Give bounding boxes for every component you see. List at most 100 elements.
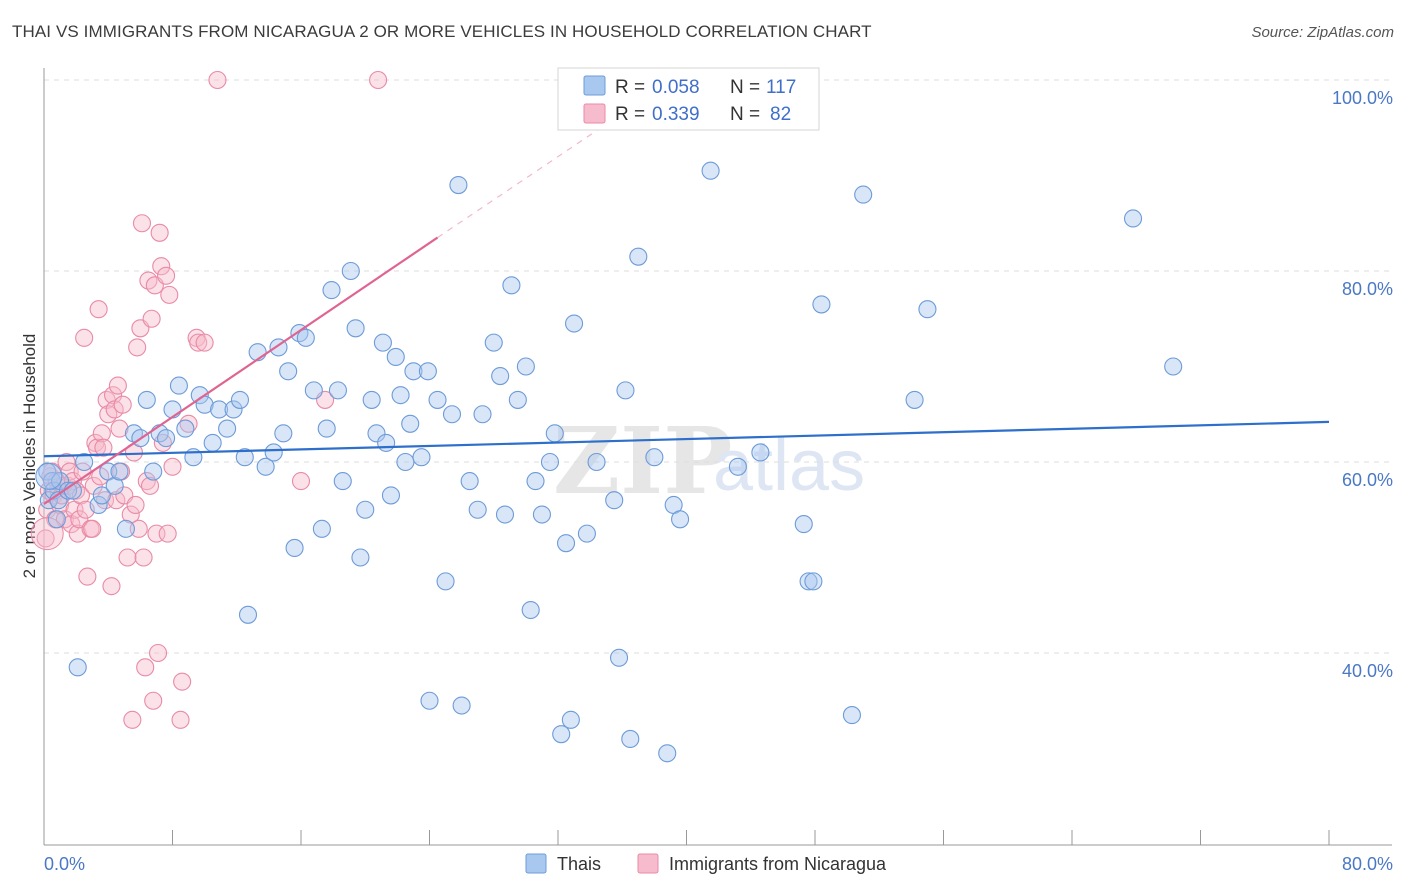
thais-point xyxy=(224,400,243,419)
nicaragua-point xyxy=(163,457,182,476)
thais-point xyxy=(304,381,323,400)
nicaragua-point xyxy=(208,70,227,90)
nicaragua-point xyxy=(89,300,108,319)
nicaragua-point xyxy=(173,672,192,691)
thais-point xyxy=(605,491,624,510)
thais-point xyxy=(420,691,439,710)
nicaragua-point xyxy=(140,476,160,495)
thais-point xyxy=(609,648,629,667)
thais-point xyxy=(1123,209,1143,228)
thais-point xyxy=(105,476,124,495)
thais-point xyxy=(468,500,487,519)
thais-point xyxy=(312,519,331,538)
thais-point xyxy=(264,443,283,462)
nicaragua-point xyxy=(157,266,176,285)
thais-point xyxy=(442,405,462,424)
nicaragua-point xyxy=(121,505,140,524)
thais-point xyxy=(629,247,648,266)
legend-swatch-nicaragua xyxy=(583,103,606,124)
thais-point xyxy=(218,419,237,438)
thais-point xyxy=(317,419,336,438)
thais-point xyxy=(658,744,677,763)
nicaragua-point xyxy=(158,524,177,543)
thais-point xyxy=(484,333,503,352)
thais-point xyxy=(322,281,341,300)
bottom-legend: Thais Immigrants from Nicaragua xyxy=(525,853,887,874)
thais-point xyxy=(89,495,108,515)
thais-point xyxy=(526,472,545,491)
thais-point xyxy=(373,333,392,352)
thais-point xyxy=(328,381,347,400)
thais-point xyxy=(341,261,360,281)
thais-point xyxy=(804,572,823,591)
thais-point xyxy=(587,452,606,472)
y-tick-labels: 40.0% 60.0% 80.0% 100.0% xyxy=(1332,88,1393,681)
thais-point xyxy=(386,347,405,367)
y-tick-label: 100.0% xyxy=(1332,88,1393,108)
nicaragua-point xyxy=(148,643,168,663)
x-axis-ticks xyxy=(43,830,1330,845)
nicaragua-point xyxy=(160,285,179,304)
nicaragua-point xyxy=(104,386,123,405)
bottom-legend-label-nicaragua: Immigrants from Nicaragua xyxy=(669,854,887,874)
chart-title: THAI VS IMMIGRANTS FROM NICARAGUA 2 OR M… xyxy=(12,22,872,41)
nicaragua-point xyxy=(137,472,156,491)
y-tick-label: 80.0% xyxy=(1342,279,1393,299)
thais-point xyxy=(556,534,576,553)
thais-point xyxy=(502,276,521,295)
nicaragua-point xyxy=(123,710,142,729)
legend-r-label: R = xyxy=(615,104,645,125)
thais-point xyxy=(404,362,423,381)
nicaragua-point xyxy=(291,472,311,491)
nicaragua-point xyxy=(36,529,55,548)
thais-point xyxy=(377,433,396,452)
source-label: Source: ZipAtlas.com xyxy=(1251,24,1394,41)
nicaragua-point xyxy=(83,519,102,538)
thais-point xyxy=(905,390,924,409)
y-axis-label: 2 or more Vehicles in Household xyxy=(20,334,39,579)
thais-point xyxy=(346,319,365,338)
thais-point xyxy=(296,328,315,347)
legend-n-label: N = xyxy=(730,77,760,98)
x-tick-label-max: 80.0% xyxy=(1342,854,1393,874)
thais-point xyxy=(333,472,352,491)
bottom-legend-label-thais: Thais xyxy=(557,854,601,874)
bottom-legend-swatch-nicaragua xyxy=(637,853,659,874)
nicaragua-point xyxy=(142,309,161,328)
thais-point xyxy=(381,486,401,505)
thais-point xyxy=(401,414,420,433)
nicaragua-point xyxy=(87,438,107,457)
legend: R = 0.058 N = 117 R = 0.339 N = 82 xyxy=(557,67,820,131)
thais-point xyxy=(532,505,551,524)
thais-point xyxy=(495,505,515,524)
thais-point xyxy=(577,524,596,543)
thais-point xyxy=(235,448,254,467)
nicaragua-point xyxy=(108,376,127,395)
trend-line-thais xyxy=(43,420,1330,458)
thais-point xyxy=(616,381,635,400)
thais-point xyxy=(203,433,222,452)
bottom-legend-swatch-thais xyxy=(525,853,547,874)
legend-r-value: 0.058 xyxy=(652,77,700,98)
thais-point xyxy=(516,357,535,376)
trend-lines xyxy=(43,112,1330,505)
nicaragua-point xyxy=(94,438,113,457)
nicaragua-point xyxy=(195,333,214,352)
thais-point xyxy=(436,572,455,591)
series-thais-points xyxy=(35,161,1183,763)
thais-point xyxy=(59,481,78,500)
trend-line-nicaragua xyxy=(43,236,439,505)
thais-point xyxy=(565,314,584,333)
thais-point xyxy=(157,429,176,448)
thais-point xyxy=(367,424,386,443)
thais-point xyxy=(645,448,664,467)
nicaragua-point xyxy=(113,395,132,414)
thais-point xyxy=(256,457,275,476)
thais-point xyxy=(521,600,540,620)
thais-point xyxy=(701,161,720,180)
nicaragua-point xyxy=(171,710,190,729)
legend-n-value: 82 xyxy=(770,104,791,125)
nicaragua-point xyxy=(78,567,97,586)
thais-point xyxy=(190,386,209,405)
thais-point xyxy=(396,452,415,472)
